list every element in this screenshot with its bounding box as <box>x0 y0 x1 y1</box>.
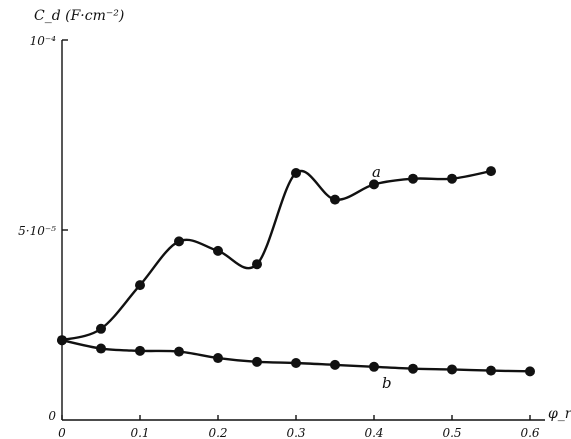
data-point-b <box>486 365 496 376</box>
data-point-b <box>369 361 379 372</box>
data-point-a <box>252 259 262 270</box>
data-point-b <box>330 359 340 370</box>
y-tick-label: 5·10⁻⁵ <box>18 224 56 238</box>
data-point-a <box>486 166 496 177</box>
data-point-a <box>174 236 184 247</box>
x-tick-label: 0.1 <box>130 426 149 439</box>
tick-labels: 0 0.1 0.2 0.3 0.4 0.5 0.6 0 5·10⁻⁵ 10⁻⁴ <box>18 34 540 439</box>
x-tick-label: 0.3 <box>286 426 305 439</box>
data-point-a <box>135 280 145 291</box>
series-points <box>57 166 535 377</box>
data-point-a <box>291 168 301 178</box>
series-line-a <box>60 169 493 342</box>
data-point-b <box>408 363 418 374</box>
x-tick-label: 0.5 <box>442 426 461 439</box>
data-point-a <box>330 194 340 205</box>
data-point-b <box>96 343 106 354</box>
data-point-b <box>252 356 262 367</box>
x-axis-title: φ_r (V) <box>548 406 571 422</box>
series-lines <box>60 169 532 373</box>
x-tick-label: 0.6 <box>520 426 539 439</box>
series-label-b: b <box>382 374 392 392</box>
data-point-b <box>213 353 223 364</box>
y-tick-label: 0 <box>48 409 56 423</box>
series-label-a: a <box>372 163 381 181</box>
tick-marks <box>61 39 531 420</box>
series-labels: a b <box>372 163 392 392</box>
x-tick-label: 0.4 <box>364 426 383 439</box>
data-point-b <box>174 346 184 357</box>
data-point-b <box>291 358 301 368</box>
data-point-b <box>57 335 67 346</box>
data-point-a <box>447 173 457 184</box>
x-tick-label: 0 <box>58 426 66 439</box>
data-point-b <box>525 366 535 377</box>
data-point-a <box>213 245 223 256</box>
y-tick-label: 10⁻⁴ <box>30 34 57 48</box>
y-axis-title: C_d (F·cm⁻²) <box>34 8 124 24</box>
x-tick-label: 0.2 <box>208 426 227 439</box>
data-point-a <box>96 323 106 334</box>
data-point-a <box>369 179 379 190</box>
data-point-b <box>135 345 145 356</box>
data-point-a <box>408 173 418 184</box>
data-point-b <box>447 364 457 375</box>
